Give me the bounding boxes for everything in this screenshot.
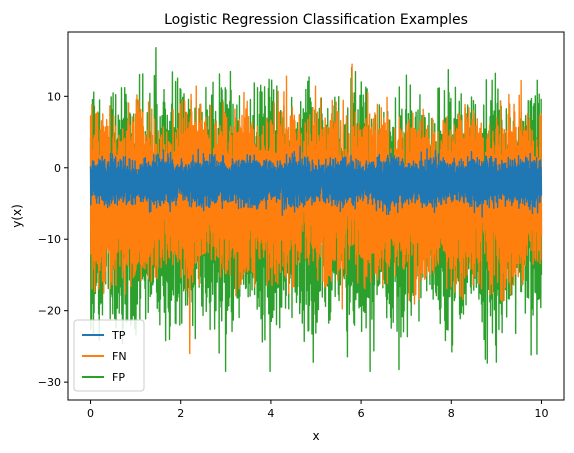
chart-title: Logistic Regression Classification Examp… bbox=[164, 12, 468, 28]
series-layer bbox=[89, 47, 543, 373]
legend-label-fp: FP bbox=[112, 371, 125, 384]
series-line-tp bbox=[89, 145, 543, 218]
legend: TP FN FP bbox=[73, 319, 145, 392]
x-tick-label: 8 bbox=[448, 407, 455, 420]
plot-frame bbox=[67, 31, 565, 401]
y-tick-label: −10 bbox=[38, 233, 61, 246]
x-axis-label: x bbox=[312, 429, 319, 443]
y-tick-label: −30 bbox=[38, 376, 61, 389]
axes-layer: 0 2 4 6 8 10 10 0 −10 −20 −30 bbox=[38, 90, 549, 420]
legend-box bbox=[73, 319, 145, 392]
x-tick-label: 2 bbox=[177, 407, 184, 420]
x-tick-label: 0 bbox=[87, 407, 94, 420]
y-axis-label: y(x) bbox=[10, 204, 24, 228]
x-tick-label: 6 bbox=[358, 407, 365, 420]
y-tick-label: −20 bbox=[38, 305, 61, 318]
legend-label-tp: TP bbox=[111, 329, 126, 342]
x-tick-label: 4 bbox=[267, 407, 274, 420]
y-tick-label: 0 bbox=[54, 162, 61, 175]
x-tick-label: 10 bbox=[534, 407, 548, 420]
y-tick-label: 10 bbox=[47, 90, 61, 103]
series-line-fn bbox=[89, 63, 543, 355]
legend-label-fn: FN bbox=[112, 350, 127, 363]
